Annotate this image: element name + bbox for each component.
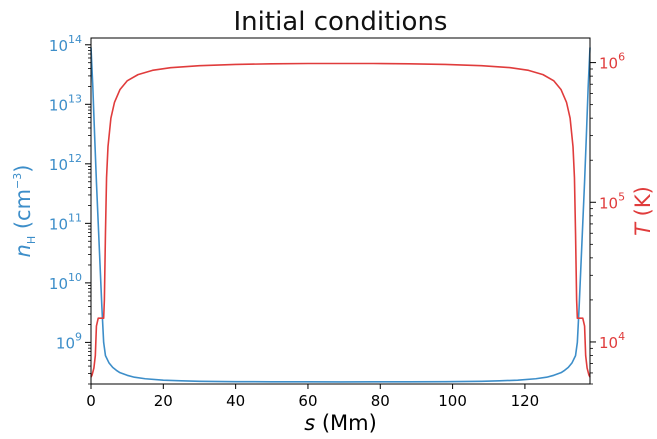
y-tick-label: 1013 <box>49 92 82 114</box>
x-tick-label: 20 <box>154 392 173 410</box>
y-tick-label: 1011 <box>49 211 82 233</box>
x-tick-label: 80 <box>371 392 390 410</box>
plot-frame <box>90 37 591 385</box>
right-y-axis-label: T (K) <box>631 186 655 236</box>
x-axis-ticks: 0 20 40 60 80 100 120 <box>86 384 539 410</box>
y-tick-label: 1012 <box>49 152 82 174</box>
x-axis-label: s (Mm) <box>304 411 377 435</box>
plot-lines <box>90 47 591 383</box>
y-tick-label: 1010 <box>49 271 82 293</box>
chart-title: Initial conditions <box>234 7 448 37</box>
x-tick-label: 40 <box>226 392 245 410</box>
x-tick-label: 100 <box>438 392 467 410</box>
x-tick-label: 0 <box>86 392 96 410</box>
x-tick-label: 120 <box>511 392 540 410</box>
y-tick-label: 106 <box>599 51 625 73</box>
y-tick-label: 105 <box>599 190 625 212</box>
x-tick-label: 60 <box>298 392 317 410</box>
y-tick-label: 104 <box>599 330 625 352</box>
right-y-axis-ticks: 104 105 106 <box>590 51 625 385</box>
y-tick-label: 109 <box>56 330 82 352</box>
left-y-axis-label: nH (cm−3) <box>11 165 38 258</box>
y-tick-label: 1014 <box>49 33 82 55</box>
temperature-line <box>90 62 591 378</box>
density-line <box>90 47 591 383</box>
left-y-axis-ticks: 109 1010 1011 1012 1013 1014 <box>49 33 91 385</box>
